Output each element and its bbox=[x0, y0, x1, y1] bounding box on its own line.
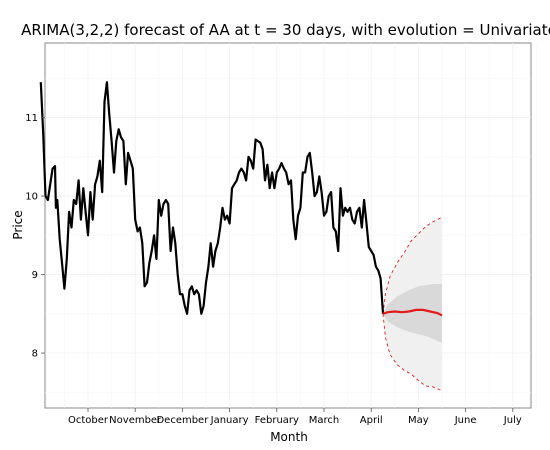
x-tick-label: July bbox=[503, 415, 522, 426]
gridlines bbox=[45, 43, 537, 408]
forecast-line bbox=[382, 308, 443, 317]
x-tick-label: November bbox=[109, 415, 162, 426]
y-tick-label: 8 bbox=[32, 349, 38, 360]
band-80 bbox=[383, 284, 442, 343]
x-tick-label: May bbox=[408, 415, 429, 426]
x-tick-label: June bbox=[454, 415, 477, 426]
y-tick-label: 9 bbox=[32, 270, 38, 281]
y-ticks: 8 9 10 11 bbox=[25, 113, 45, 360]
y-tick-label: 10 bbox=[25, 192, 38, 203]
y-axis-title: Price bbox=[11, 210, 25, 239]
confidence-bands bbox=[383, 217, 442, 391]
x-axis-title: Month bbox=[270, 430, 308, 444]
y-tick-label: 11 bbox=[25, 113, 38, 124]
x-tick-label: March bbox=[309, 415, 339, 426]
x-tick-label: January bbox=[210, 415, 249, 426]
history-line bbox=[39, 81, 385, 315]
plot-background bbox=[44, 42, 532, 409]
x-tick-label: April bbox=[360, 415, 383, 426]
series-lines bbox=[39, 81, 443, 392]
upper-95-line bbox=[382, 216, 443, 314]
lower-95-line bbox=[382, 313, 443, 392]
x-tick-label: December bbox=[156, 415, 209, 426]
x-tick-label: February bbox=[255, 415, 299, 426]
chart-title: ARIMA(3,2,2) forecast of AA at t = 30 da… bbox=[21, 21, 550, 39]
x-tick-label: October bbox=[68, 415, 109, 426]
